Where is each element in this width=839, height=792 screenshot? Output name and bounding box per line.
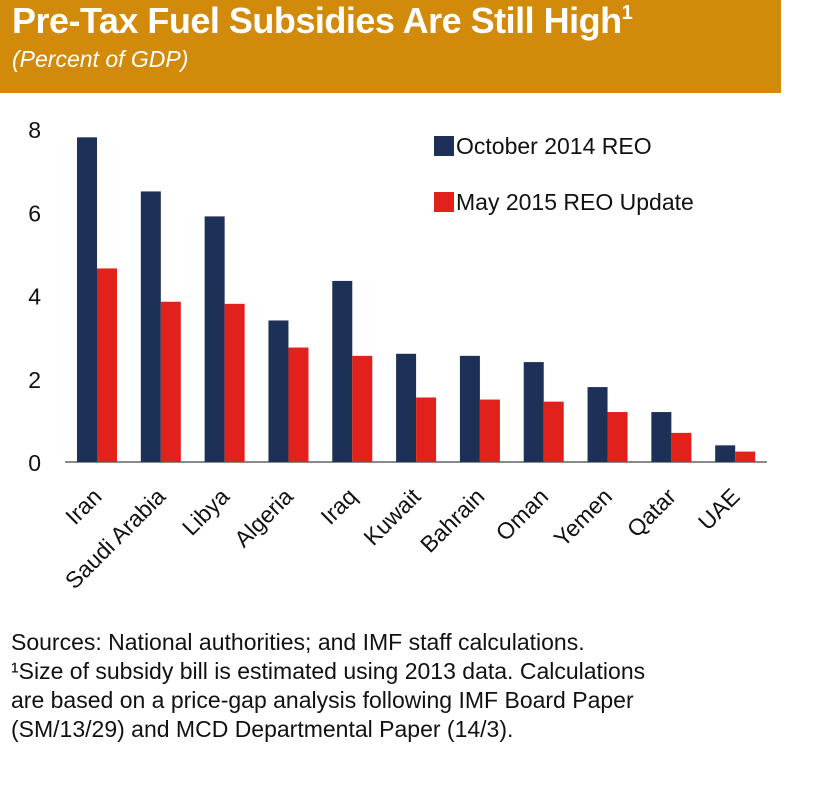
x-tick-label: UAE <box>693 483 745 535</box>
chart-title: Pre-Tax Fuel Subsidies Are Still High1 <box>12 0 633 42</box>
bar-october-2014 <box>268 320 289 462</box>
bar-october-2014 <box>332 280 353 462</box>
sources-line-1: Sources: National authorities; and IMF s… <box>11 629 585 655</box>
legend-label: May 2015 REO Update <box>456 189 694 215</box>
x-tick-label: Qatar <box>622 483 681 542</box>
y-tick-label: 2 <box>28 367 41 393</box>
x-tick-label: Bahrain <box>415 483 489 557</box>
bar-may-2015 <box>352 355 373 462</box>
x-tick-label: Yemen <box>549 483 617 551</box>
bar-may-2015 <box>479 399 500 462</box>
legend-label: October 2014 REO <box>456 133 652 159</box>
bar-may-2015 <box>671 432 692 462</box>
bar-october-2014 <box>396 353 417 462</box>
sources-line-3: are based on a price-gap analysis follow… <box>11 687 634 713</box>
bar-may-2015 <box>543 401 564 462</box>
sources-line-2: ¹Size of subsidy bill is estimated using… <box>11 658 646 684</box>
bar-may-2015 <box>735 451 756 462</box>
sources-note: Sources: National authorities; and IMF s… <box>11 628 645 744</box>
bar-october-2014 <box>715 445 736 462</box>
bar-october-2014 <box>459 355 480 462</box>
title-footnote-mark: 1 <box>621 2 633 24</box>
x-tick-label: Libya <box>177 483 234 540</box>
bar-may-2015 <box>160 301 181 462</box>
x-tick-label: Algeria <box>229 483 298 552</box>
bar-october-2014 <box>523 362 544 462</box>
legend-swatch <box>434 136 454 156</box>
x-tick-label: Oman <box>491 483 554 546</box>
bar-october-2014 <box>77 137 97 462</box>
bar-october-2014 <box>204 216 225 462</box>
title-banner: Pre-Tax Fuel Subsidies Are Still High1 (… <box>0 0 781 93</box>
bar-may-2015 <box>224 303 245 462</box>
bar-may-2015 <box>288 347 309 462</box>
sources-line-4: (SM/13/29) and MCD Departmental Paper (1… <box>11 716 514 742</box>
legend-swatch <box>434 192 454 212</box>
x-tick-label: Iraq <box>315 483 361 529</box>
bar-october-2014 <box>587 387 608 462</box>
bar-may-2015 <box>97 268 117 462</box>
y-tick-label: 8 <box>28 117 41 143</box>
chart-subtitle: (Percent of GDP) <box>12 46 189 72</box>
y-tick-label: 6 <box>28 200 41 226</box>
y-tick-label: 0 <box>28 450 41 476</box>
x-tick-label: Iran <box>60 483 106 529</box>
bar-october-2014 <box>140 191 161 462</box>
y-tick-label: 4 <box>28 284 41 310</box>
chart-title-text: Pre-Tax Fuel Subsidies Are Still High <box>12 0 622 41</box>
bar-october-2014 <box>651 412 672 462</box>
bar-may-2015 <box>607 412 628 462</box>
bar-may-2015 <box>416 397 437 462</box>
